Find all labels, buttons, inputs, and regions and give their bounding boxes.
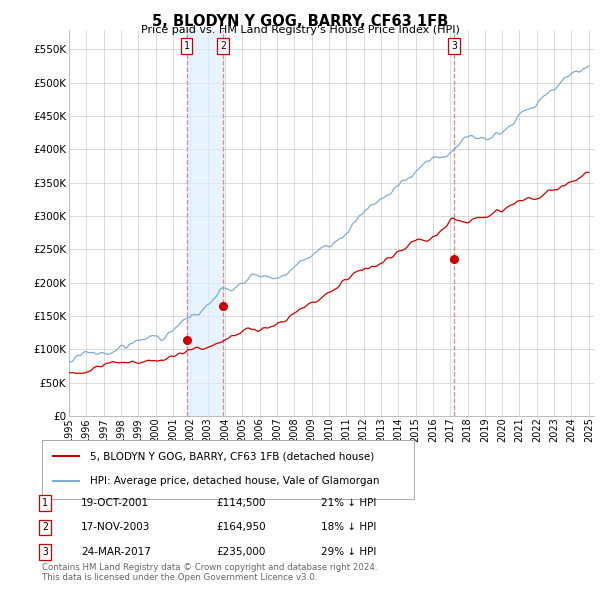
Text: 1: 1 — [184, 41, 190, 51]
Text: 2: 2 — [220, 41, 226, 51]
Text: Price paid vs. HM Land Registry's House Price Index (HPI): Price paid vs. HM Land Registry's House … — [140, 25, 460, 35]
Text: £235,000: £235,000 — [216, 548, 265, 557]
Text: 21% ↓ HPI: 21% ↓ HPI — [321, 498, 376, 507]
Text: 3: 3 — [451, 41, 457, 51]
Text: HPI: Average price, detached house, Vale of Glamorgan: HPI: Average price, detached house, Vale… — [91, 476, 380, 486]
Text: £164,950: £164,950 — [216, 523, 266, 532]
Text: 2: 2 — [42, 523, 48, 532]
Text: 29% ↓ HPI: 29% ↓ HPI — [321, 548, 376, 557]
Text: £114,500: £114,500 — [216, 498, 265, 507]
Text: Contains HM Land Registry data © Crown copyright and database right 2024.
This d: Contains HM Land Registry data © Crown c… — [42, 563, 377, 582]
Bar — [187, 30, 223, 416]
Text: 17-NOV-2003: 17-NOV-2003 — [81, 523, 151, 532]
Text: 19-OCT-2001: 19-OCT-2001 — [81, 498, 149, 507]
Text: 3: 3 — [42, 548, 48, 557]
Text: 24-MAR-2017: 24-MAR-2017 — [81, 548, 151, 557]
Text: 18% ↓ HPI: 18% ↓ HPI — [321, 523, 376, 532]
Text: 5, BLODYN Y GOG, BARRY, CF63 1FB (detached house): 5, BLODYN Y GOG, BARRY, CF63 1FB (detach… — [91, 451, 374, 461]
Text: 1: 1 — [42, 498, 48, 507]
Text: 5, BLODYN Y GOG, BARRY, CF63 1FB: 5, BLODYN Y GOG, BARRY, CF63 1FB — [152, 14, 448, 28]
